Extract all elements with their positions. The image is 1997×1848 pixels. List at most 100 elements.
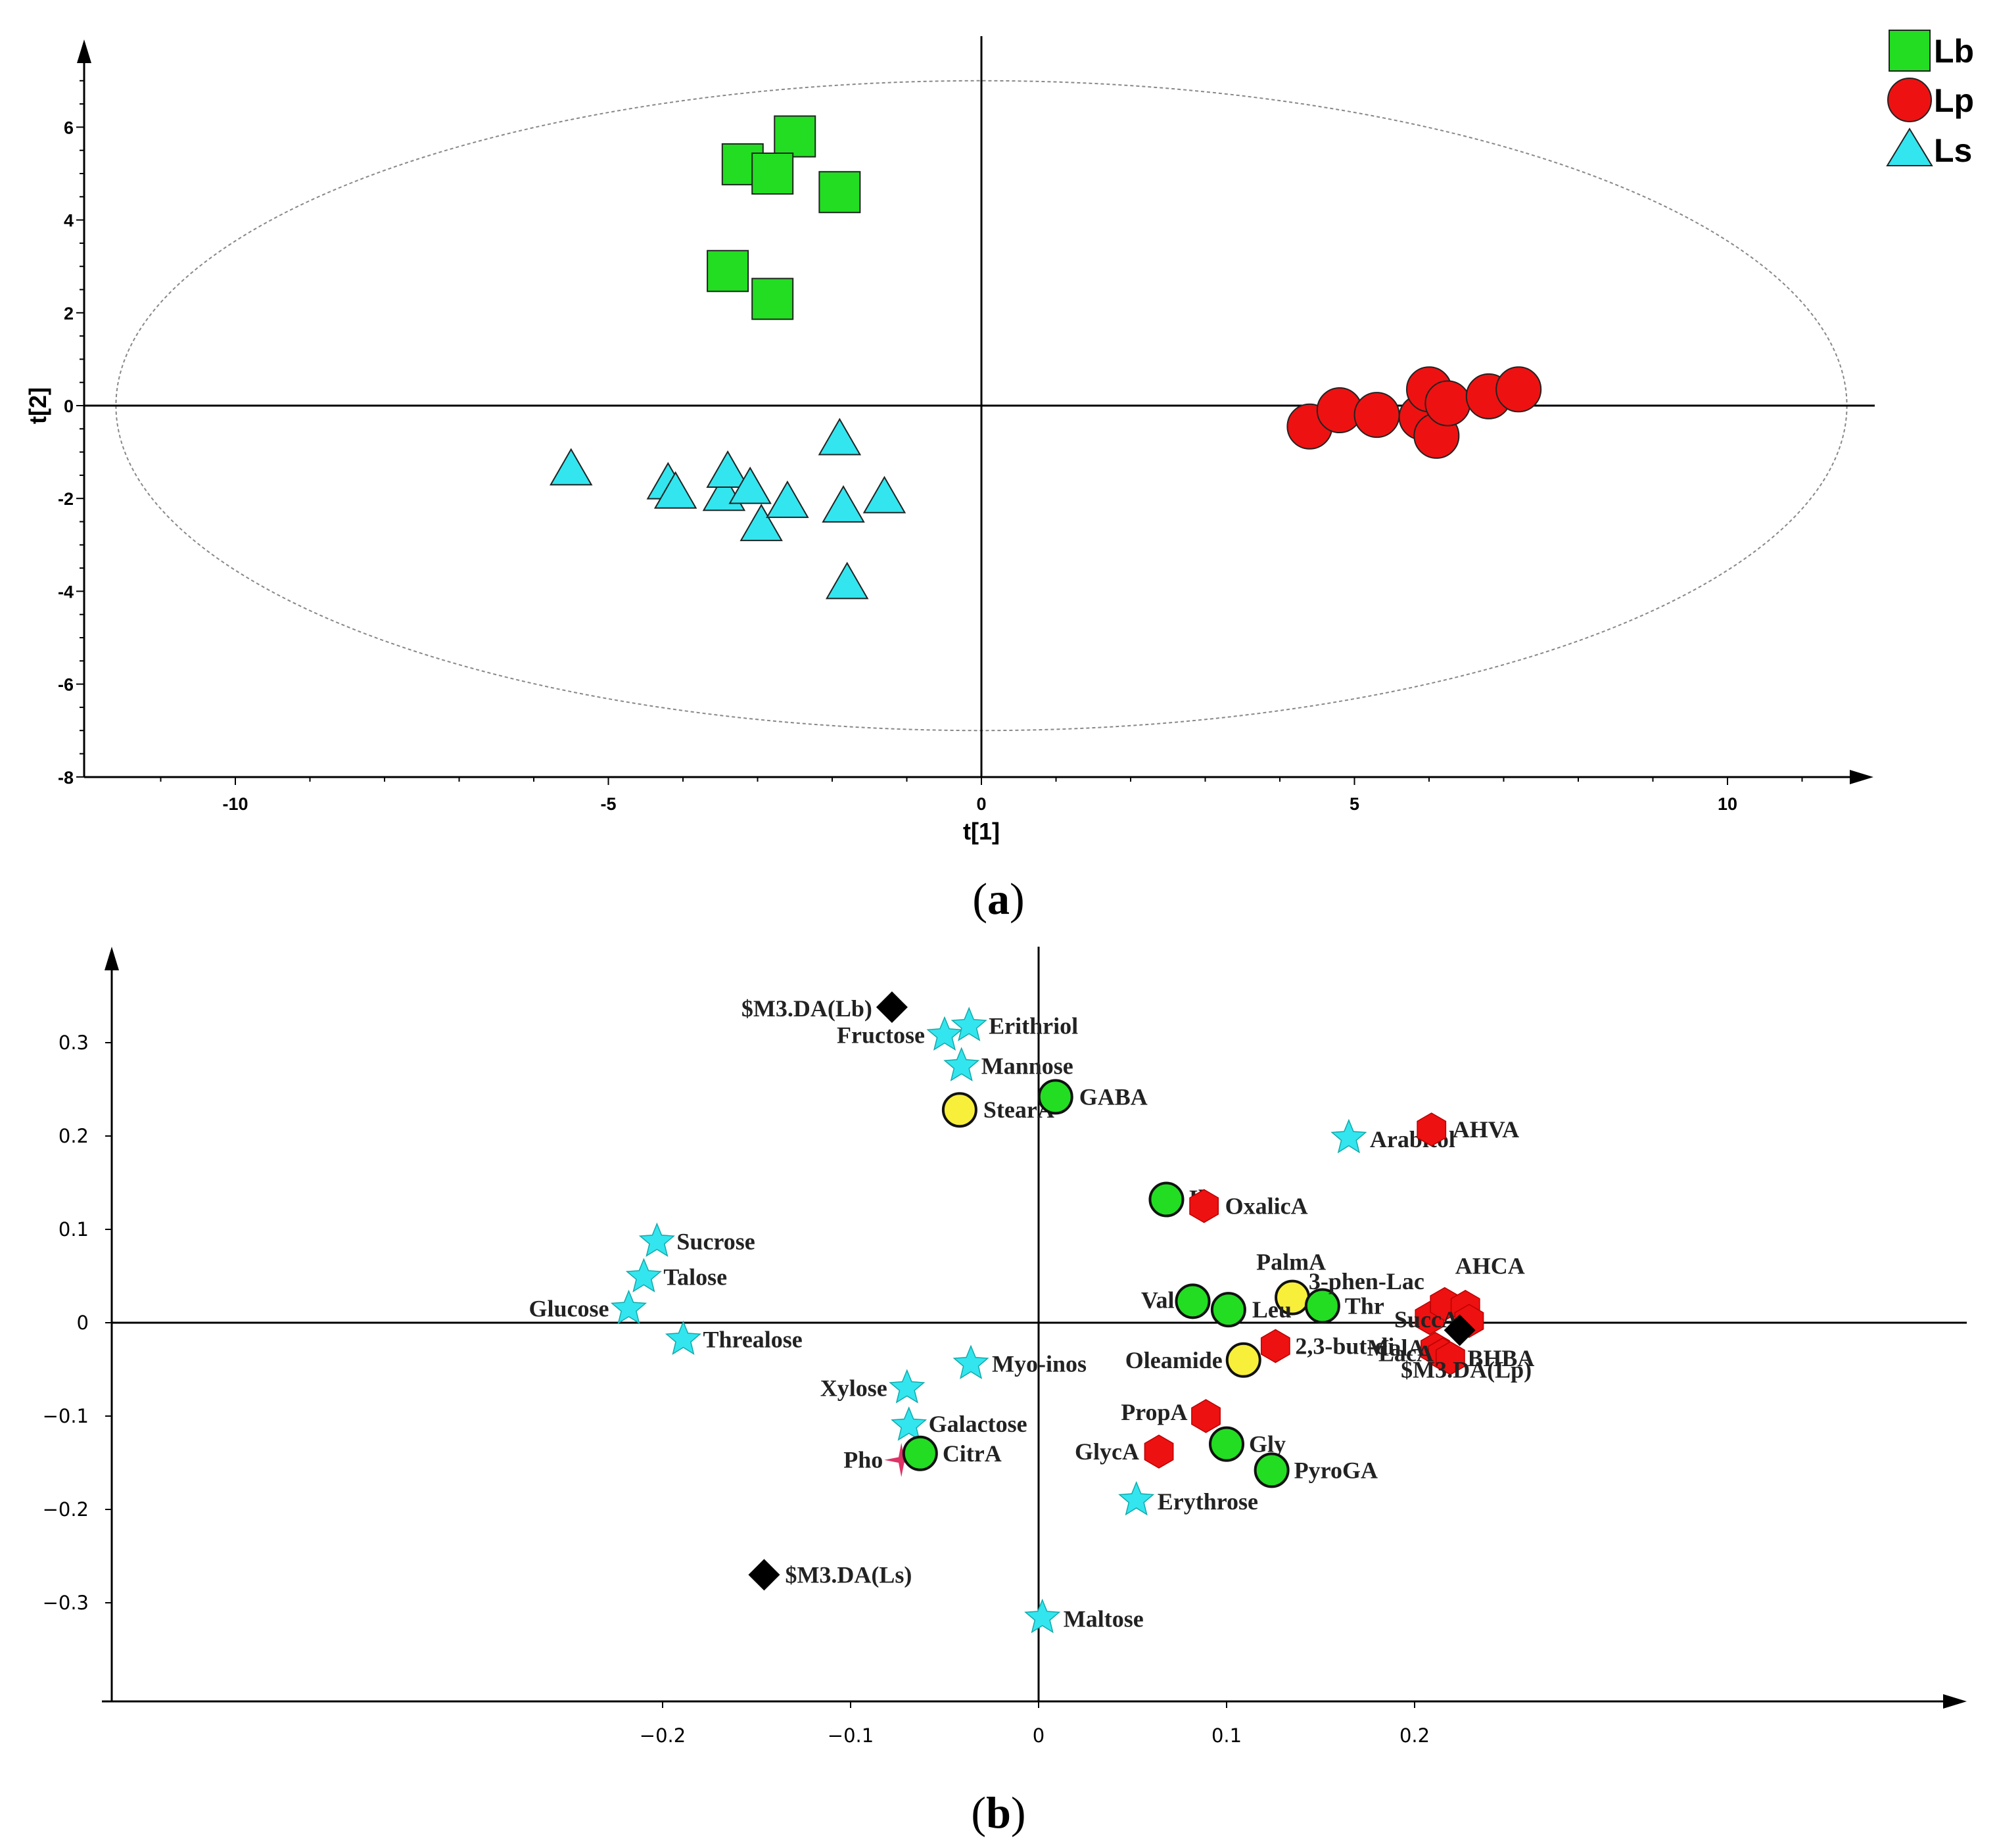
series-lb xyxy=(707,115,861,320)
star-marker xyxy=(891,1406,928,1441)
star-marker xyxy=(1330,1118,1367,1154)
star-marker xyxy=(951,1007,987,1041)
a-x-axis-title: t[1] xyxy=(963,818,1000,845)
legend-entry-lp: Lp xyxy=(1887,78,1974,122)
legend-entry-lb: Lb xyxy=(1889,30,1974,72)
circle-marker xyxy=(1254,1452,1290,1488)
point-label-glucose: Glucose xyxy=(529,1296,609,1322)
star-marker xyxy=(1118,1481,1155,1516)
point-label-fructose: Fructose xyxy=(837,1022,925,1049)
point-label-maltose: Maltose xyxy=(1064,1606,1144,1632)
panel-a-score-plot: -10 -5 0 5 10 6 4 2 0 -2 -4 -6 -8 t[1] t[2] Lb Lp Ls xyxy=(24,30,1974,845)
hexagon-marker xyxy=(1144,1434,1174,1469)
series-lp xyxy=(1286,366,1542,459)
point-label-ahva: AHVA xyxy=(1453,1116,1519,1143)
loading-point-gaba: GABA xyxy=(1037,1079,1148,1115)
legend-entry-ls: Ls xyxy=(1886,128,1972,169)
point-label-propa: PropA xyxy=(1121,1399,1187,1425)
loading-point-palma: PalmA xyxy=(1256,1249,1326,1315)
b-y-tick-label: −0.1 xyxy=(43,1405,89,1427)
a-y-tick-label: -4 xyxy=(58,582,74,602)
a-y-tick-label: 0 xyxy=(64,396,74,416)
circle-marker xyxy=(1210,1292,1246,1328)
point-lb xyxy=(751,277,794,320)
star-marker xyxy=(943,1047,980,1081)
point-lp xyxy=(1495,366,1542,413)
loading-point-erithriol: Erithriol xyxy=(951,1007,1078,1041)
star-marker xyxy=(625,1258,662,1292)
loading-point-sucrose: Sucrose xyxy=(638,1222,755,1257)
loading-point-steara: StearA xyxy=(941,1092,1054,1128)
point-label-citra: CitrA xyxy=(943,1440,1002,1467)
legend-swatch-ls xyxy=(1886,128,1933,166)
loading-point-pho: Pho xyxy=(843,1442,919,1477)
a-y-tick-label: -6 xyxy=(58,675,74,695)
loading-point-2-3-but-di: 2,3-but-di xyxy=(1260,1329,1394,1363)
loading-point-leu: Leu xyxy=(1210,1292,1292,1328)
a-x-tick-label: -5 xyxy=(600,794,616,814)
sparkle-marker xyxy=(884,1442,919,1477)
loading-point-fructose: Fructose xyxy=(837,1016,963,1051)
b-x-tick-label: −0.1 xyxy=(828,1724,874,1747)
point-lb xyxy=(707,250,749,293)
point-label-glyca: GlycA xyxy=(1075,1438,1139,1465)
loading-point-pyroga: PyroGA xyxy=(1254,1452,1378,1488)
circle-marker xyxy=(1175,1283,1211,1319)
b-x-tick-label: 0.2 xyxy=(1399,1724,1430,1747)
loading-point-oxalica: OxalicA xyxy=(1189,1189,1308,1223)
panel-a-label: (a) xyxy=(972,874,1024,924)
loading-point-propa: PropA xyxy=(1121,1399,1221,1433)
a-y-tick-label: 2 xyxy=(64,304,74,323)
a-y-axis-arrow xyxy=(77,39,91,63)
loading-point-talose: Talose xyxy=(625,1258,727,1292)
b-x-tick-label: 0 xyxy=(1033,1724,1045,1747)
a-y-tick-label: 4 xyxy=(64,211,74,231)
legend-swatch-lp xyxy=(1887,78,1932,122)
b-y-tick-label: −0.3 xyxy=(43,1592,89,1614)
a-x-tick-label: 10 xyxy=(1718,794,1737,814)
point-label-gaba: GABA xyxy=(1079,1083,1148,1110)
point-label-oxalica: OxalicA xyxy=(1225,1193,1308,1220)
point-label-xylose: Xylose xyxy=(820,1375,887,1401)
point-ls xyxy=(550,448,593,486)
legend-label-lp: Lp xyxy=(1934,82,1974,119)
circle-marker xyxy=(1037,1079,1073,1115)
loading-point-bhba: BHBA xyxy=(1435,1341,1534,1375)
loading-point-val: Val xyxy=(1141,1283,1211,1319)
circle-marker xyxy=(941,1092,977,1128)
b-x-tick-label: −0.2 xyxy=(640,1724,686,1747)
b-y-tick-label: 0.3 xyxy=(59,1031,89,1054)
point-label-leu: Leu xyxy=(1252,1296,1292,1323)
loading-point-thr: Thr xyxy=(1304,1288,1384,1324)
hexagon-marker xyxy=(1435,1341,1465,1375)
b-y-tick-label: −0.2 xyxy=(43,1498,89,1521)
point-ls xyxy=(653,471,697,509)
star-marker xyxy=(889,1369,926,1404)
legend-label-ls: Ls xyxy=(1934,132,1972,169)
circle-marker xyxy=(1209,1426,1244,1462)
point-ls xyxy=(740,504,783,542)
point-label-m3-da-ls: $M3.DA(Ls) xyxy=(785,1561,912,1588)
a-y-tick-label: -8 xyxy=(58,768,74,788)
point-lp xyxy=(1424,380,1471,427)
circle-marker xyxy=(1304,1288,1340,1324)
point-ls xyxy=(766,480,809,518)
circle-marker xyxy=(1225,1342,1261,1378)
loading-point-m3-da-lp: $M3.DA(Lp) xyxy=(1401,1314,1532,1383)
a-y-tick-label: 6 xyxy=(64,118,74,137)
point-label-myo-inos: Myo-inos xyxy=(992,1350,1087,1377)
panel-b-label: (b) xyxy=(971,1788,1025,1837)
loading-point-maltose: Maltose xyxy=(1024,1598,1144,1634)
point-ls xyxy=(862,475,906,513)
circle-marker xyxy=(1148,1181,1185,1218)
hexagon-marker xyxy=(1417,1112,1447,1147)
point-label-2-3-but-di: 2,3-but-di xyxy=(1295,1333,1394,1360)
point-label-bhba: BHBA xyxy=(1467,1345,1534,1371)
b-axes xyxy=(102,947,1967,1709)
a-x-tick-label: -10 xyxy=(222,794,248,814)
b-y-axis-arrow xyxy=(105,947,119,970)
hexagon-marker xyxy=(1189,1189,1219,1223)
a-axes xyxy=(76,36,1875,785)
legend-label-lb: Lb xyxy=(1934,33,1974,70)
point-label-ahca: AHCA xyxy=(1455,1253,1525,1279)
